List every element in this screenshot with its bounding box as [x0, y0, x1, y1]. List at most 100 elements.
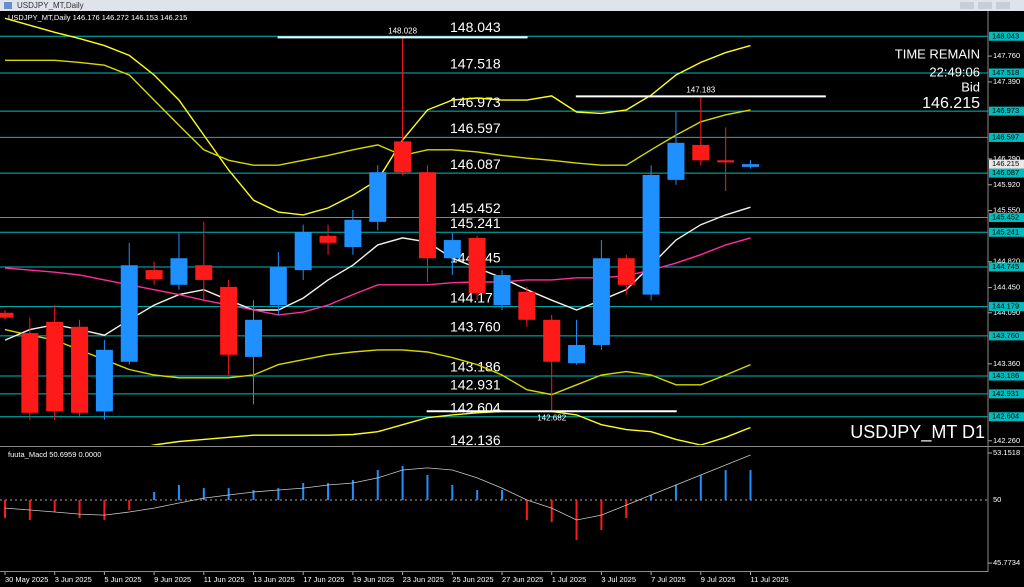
x-tick-label: 9 Jul 2025: [701, 575, 736, 584]
y-tick-label: 147.390: [993, 77, 1020, 86]
level-axis-label: 145.241: [992, 227, 1019, 236]
macd-bar: [153, 491, 156, 501]
macd-bar: [501, 490, 503, 501]
axes: 147.760 147.390 146.290 145.920 145.550 144.8…: [4, 31, 1024, 584]
macd-bar: [401, 466, 404, 501]
window-icon: [4, 2, 12, 9]
macd-bar: [327, 483, 330, 501]
candle-body: [443, 240, 461, 259]
candle-body: [543, 319, 561, 362]
macd-bar: [451, 484, 454, 501]
x-tick-label: 23 Jun 2025: [403, 575, 444, 584]
indicator-line: [4, 328, 751, 396]
candle-body: [592, 258, 610, 345]
y-tick-label: 146.290: [993, 154, 1020, 163]
level-label: 146.087: [450, 156, 501, 172]
candle-body: [294, 232, 312, 271]
price-pane: 148.043 147.518 146.973 146.597 146.087 145.4…: [0, 17, 988, 445]
close-button[interactable]: [996, 2, 1010, 9]
candle-body: [120, 265, 138, 362]
macd-bar: [674, 484, 677, 501]
level-label: 145.452: [450, 200, 501, 216]
level-axis-box: [989, 389, 1024, 399]
level-axis-label: 145.452: [992, 213, 1019, 222]
candle-body: [46, 321, 64, 412]
x-tick-label: 3 Jul 2025: [601, 575, 636, 584]
window-title: USDJPY_MT,Daily: [17, 1, 84, 10]
level-label: 147.518: [450, 56, 501, 72]
level-axis-label: 50: [993, 495, 1001, 504]
level-axis-box: [989, 371, 1024, 381]
level-axis-box: [989, 106, 1024, 116]
y-tick-label: 147.760: [993, 51, 1020, 60]
minimize-button[interactable]: [960, 2, 974, 9]
y-tick-label: 144.090: [993, 308, 1020, 317]
time-remain-label: TIME REMAIN: [895, 46, 980, 61]
macd-bar: [351, 480, 354, 501]
candle-body: [667, 142, 685, 180]
level-axis-label: 146.973: [992, 106, 1019, 115]
y-tick-label: 145.920: [993, 180, 1020, 189]
level-axis-label: 143.760: [992, 331, 1019, 340]
candle-body: [692, 144, 710, 161]
bid-value: 146.215: [922, 95, 980, 112]
level-axis-label: 146.597: [992, 132, 1019, 141]
level-label: 148.043: [450, 19, 501, 35]
macd-bar: [724, 470, 727, 501]
current-price-box: [989, 159, 1024, 169]
macd-bar: [699, 474, 702, 501]
macd-pane: [0, 454, 988, 541]
signal-line: [4, 454, 751, 521]
candle-body: [518, 291, 536, 320]
bid-label: Bid: [961, 79, 980, 94]
candle-body: [344, 219, 362, 248]
macd-bar: [426, 474, 429, 501]
macd-bar: [476, 490, 479, 501]
level-axis-box: [989, 168, 1024, 178]
y-tick-label: 145.550: [993, 206, 1020, 215]
y-tick-label: 143.360: [993, 359, 1020, 368]
macd-bar: [376, 470, 379, 501]
candle-body: [245, 319, 262, 357]
y-tick-label: 144.450: [993, 283, 1020, 292]
macd-bar: [650, 494, 653, 501]
level-axis-label: 146.087: [992, 168, 1019, 177]
candle-body: [418, 172, 436, 259]
candle-body: [742, 164, 759, 167]
indicator-line: [5, 59, 751, 166]
candle-body: [170, 258, 188, 285]
candle-body: [195, 265, 213, 280]
x-tick-label: 11 Jul 2025: [751, 575, 789, 584]
candle-body: [21, 333, 39, 413]
macd-bar: [53, 500, 56, 512]
level-label: 146.973: [450, 94, 501, 110]
extreme-label: 148.028: [388, 26, 417, 35]
x-tick-label: 25 Jun 2025: [452, 575, 493, 584]
level-axis-label: 147.518: [992, 68, 1019, 77]
level-axis-label: 144.179: [992, 302, 1019, 311]
maximize-button[interactable]: [978, 2, 992, 9]
macd-bar: [277, 488, 280, 501]
macd-header: fuuta_Macd 50.6959 0.0000: [8, 450, 101, 459]
level-axis-label: 144.745: [992, 262, 1019, 271]
macd-bar: [550, 500, 553, 523]
candle-body: [568, 344, 586, 364]
macd-bar: [525, 500, 528, 521]
candle-body: [394, 141, 412, 173]
macd-bar: [103, 500, 106, 521]
level-axis-box: [989, 262, 1024, 272]
level-axis-label: 143.186: [992, 371, 1019, 380]
candle-body: [0, 312, 14, 318]
current-price-label: 146.215: [992, 159, 1019, 168]
x-tick-label: 5 Jun 2025: [104, 575, 141, 584]
macd-bar: [128, 500, 131, 511]
candle-body: [95, 349, 113, 412]
candle-body: [145, 270, 163, 280]
level-axis-box: [989, 213, 1024, 223]
extreme-label: 147.183: [686, 86, 715, 95]
candle-body: [642, 174, 660, 295]
chart-header: USDJPY_MT,Daily 146.176 146.272 146.153 …: [8, 13, 187, 22]
level-axis-label: 142.931: [992, 389, 1019, 398]
